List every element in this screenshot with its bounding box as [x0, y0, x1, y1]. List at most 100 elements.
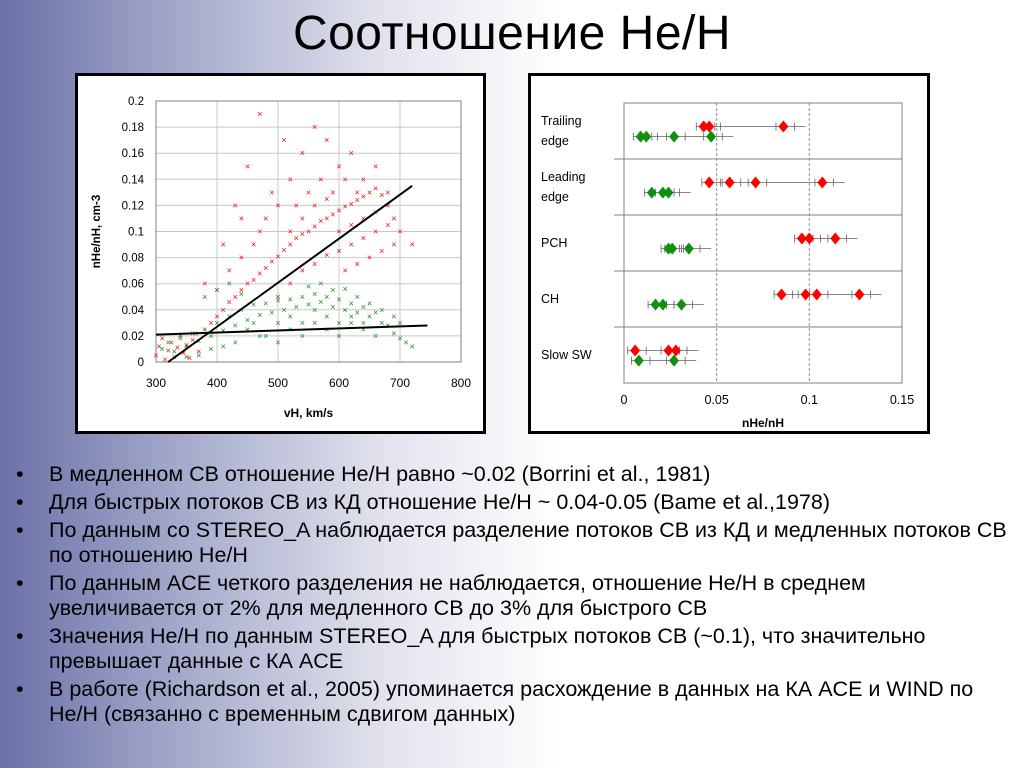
scatter-point: × — [184, 340, 189, 350]
scatter-point: × — [166, 345, 171, 355]
scatter-point: × — [263, 331, 268, 341]
scatter-point: × — [184, 352, 189, 362]
scatter-point: × — [391, 240, 396, 250]
scatter-point: × — [233, 200, 238, 210]
scatter-point: × — [202, 279, 207, 289]
bullet-text: Значения He/H по данным STEREO_A для быс… — [49, 624, 926, 673]
scatter-point: × — [233, 320, 238, 330]
category-label: PCH — [541, 236, 567, 250]
scatter-point: × — [288, 311, 293, 321]
scatter-point: × — [373, 331, 378, 341]
scatter-point: × — [300, 148, 305, 158]
scatter-point: × — [349, 318, 354, 328]
scatter-point: × — [281, 305, 286, 315]
diamond-marker — [854, 288, 865, 301]
scatter-point: × — [300, 229, 305, 239]
scatter-point: × — [175, 343, 180, 353]
scatter-point: × — [342, 284, 347, 294]
scatter-point: × — [355, 259, 360, 269]
scatter-point: × — [208, 318, 213, 328]
scatter-point: × — [294, 302, 299, 312]
bullet-dot: • — [16, 571, 24, 595]
scatter-point: × — [324, 250, 329, 260]
scatter-point: × — [312, 200, 317, 210]
diamond-marker — [663, 344, 674, 357]
diamond-marker — [800, 288, 811, 301]
scatter-point: × — [379, 190, 384, 200]
scatter-point: × — [367, 311, 372, 321]
scatter-point: × — [318, 216, 323, 226]
scatter-point: × — [300, 266, 305, 276]
diamond-marker — [630, 344, 641, 357]
scatter-point: × — [294, 233, 299, 243]
velocity-scatter-chart: ××××××××××××××××××××× ×××××××× × ××× × × × × × × ×… — [78, 76, 483, 431]
scatter-point: × — [245, 279, 250, 289]
scatter-point: × — [227, 279, 232, 289]
scatter-point: × — [251, 240, 256, 250]
scatter-point: × — [342, 305, 347, 315]
scatter-point: × — [373, 183, 378, 193]
scatter-point: × — [281, 135, 286, 145]
scatter-point: × — [355, 292, 360, 302]
scatter-point: × — [257, 227, 262, 237]
bullet-item: • В работе (Richardson et al., 2005) упом… — [14, 677, 1014, 727]
diamond-marker — [669, 354, 680, 367]
scatter-point: × — [214, 285, 219, 295]
scatter-point: × — [220, 305, 225, 315]
scatter-point: × — [306, 227, 311, 237]
scatter-point: × — [397, 227, 402, 237]
scatter-point: × — [275, 296, 280, 306]
diamond-marker — [657, 186, 668, 199]
scatter-point: × — [166, 337, 171, 347]
diamond-marker — [635, 130, 646, 143]
scatter-point: × — [263, 213, 268, 223]
scatter-point: × — [288, 174, 293, 184]
scatter-point: × — [410, 341, 415, 351]
scatter-point: × — [245, 324, 250, 334]
scatter-point: × — [239, 213, 244, 223]
y-tick-label: 0.2 — [128, 96, 144, 108]
slide-title: Соотношение He/H — [292, 7, 732, 60]
scatter-point: × — [361, 174, 366, 184]
scatter-point: × — [361, 318, 366, 328]
scatter-point: × — [330, 210, 335, 220]
scatter-point: × — [156, 341, 161, 351]
scatter-point: × — [306, 300, 311, 310]
scatter-point: × — [190, 335, 195, 345]
y-axis-label: nHe/nH, cm-3 — [91, 195, 103, 269]
scatter-point: × — [342, 266, 347, 276]
category-ratio-panel: Trailing edge Leading edge PCH CH Slow SW 0 0.05… — [528, 73, 930, 434]
scatter-point: × — [196, 350, 201, 360]
plot-frame — [623, 102, 903, 384]
scatter-point: × — [324, 194, 329, 204]
scatter-point: × — [373, 227, 378, 237]
fit-line — [155, 324, 428, 336]
y-tick-label: 0.02 — [122, 331, 144, 343]
category-ratio-chart: Trailing edge Leading edge PCH CH Slow SW 0 0.05… — [531, 76, 927, 431]
scatter-point: × — [159, 344, 164, 354]
scatter-point: × — [263, 263, 268, 273]
scatter-point: × — [239, 253, 244, 263]
y-tick-label: 0.16 — [122, 148, 144, 160]
scatter-point: × — [379, 318, 384, 328]
bullet-dot: • — [16, 624, 24, 648]
scatter-point: × — [263, 298, 268, 308]
scatter-point: × — [294, 200, 299, 210]
scatter-point: × — [306, 281, 311, 291]
scatter-point: × — [385, 320, 390, 330]
scatter-point: × — [227, 297, 232, 307]
scatter-point: × — [227, 266, 232, 276]
scatter-point: × — [251, 300, 256, 310]
diamond-marker — [706, 130, 717, 143]
category-label: Slow SW — [541, 348, 592, 362]
y-tick-label: 0.1 — [128, 227, 144, 239]
scatter-point: × — [336, 318, 341, 328]
scatter-point: × — [269, 257, 274, 267]
scatter-point: × — [373, 161, 378, 171]
scatter-point: × — [281, 245, 286, 255]
scatter-point: × — [324, 311, 329, 321]
scatter-point: × — [373, 307, 378, 317]
x-tick-label: 0 — [621, 393, 628, 407]
scatter-point: × — [312, 259, 317, 269]
bullet-text: По данным со STEREO_A наблюдается раздел… — [49, 518, 1007, 567]
